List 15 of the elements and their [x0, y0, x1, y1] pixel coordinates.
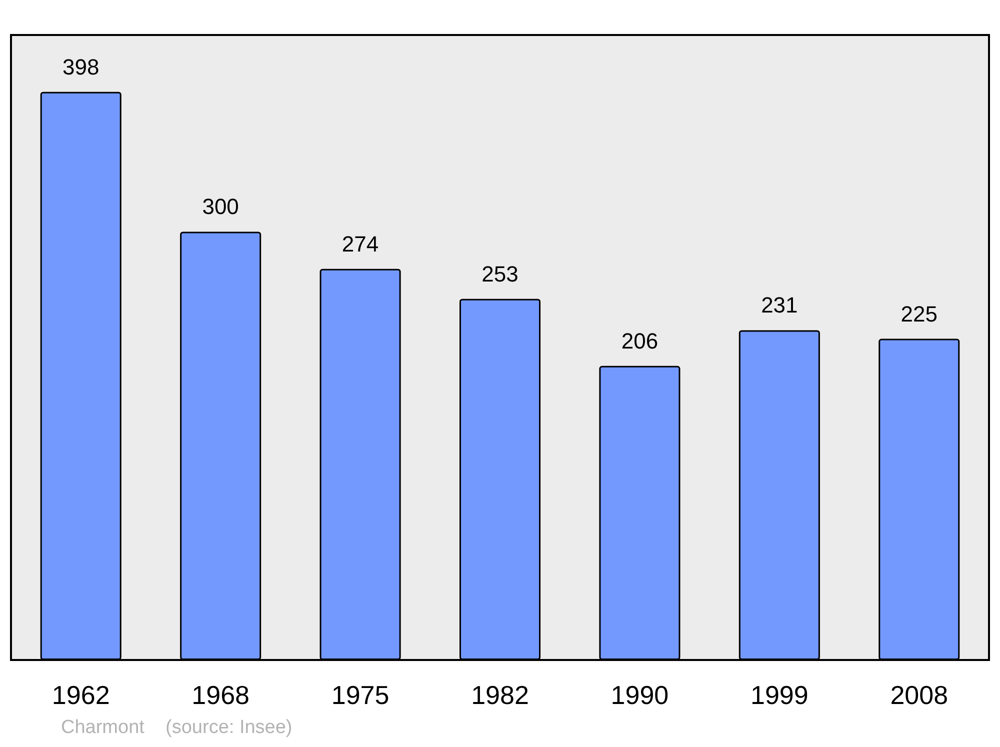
data-label: 300: [202, 194, 239, 220]
x-tick-label: 1968: [192, 680, 250, 710]
data-label: 274: [342, 231, 379, 256]
data-label: 225: [900, 301, 938, 326]
text: Charmont (source: Insee): [61, 717, 292, 738]
data-label: 231: [761, 292, 798, 318]
x-tick-label: 1975: [331, 680, 390, 710]
x-tick-label: 1999: [750, 680, 808, 710]
data-label: 253: [482, 261, 518, 286]
x-tick-label: 2008: [890, 680, 948, 710]
x-tick-label: 1990: [610, 680, 669, 710]
x-tick-label: 1982: [471, 680, 529, 710]
data-label: 398: [62, 54, 100, 80]
data-label: 206: [621, 328, 658, 354]
x-tick-label: 1962: [52, 680, 110, 710]
